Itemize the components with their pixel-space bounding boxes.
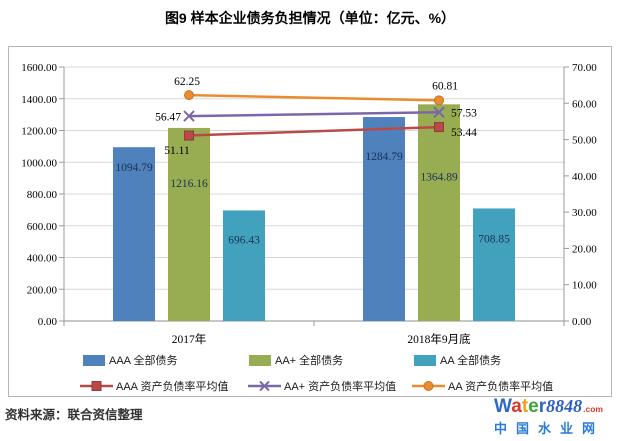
category-label: 2017年 <box>172 332 207 346</box>
left-axis-label: 1400.00 <box>21 94 57 106</box>
line-value-label: 62.25 <box>174 76 200 88</box>
trend-line <box>188 93 440 102</box>
watermark-number: 8848 <box>546 396 583 416</box>
watermark-tld: .com <box>583 404 603 414</box>
source-note: 资料来源：联合资信整理 <box>5 408 143 422</box>
legend-label: AA 资产负债率平均值 <box>448 381 554 393</box>
bar <box>223 210 265 321</box>
line-value-label: 53.44 <box>451 127 477 139</box>
legend-label: AAA 资产负债率平均值 <box>116 381 229 393</box>
bar-value-label: 1364.89 <box>420 171 458 183</box>
bar-value-label: 708.85 <box>478 233 510 245</box>
left-axis-label: 600.00 <box>27 221 58 233</box>
legend-swatch-icon <box>83 354 105 366</box>
square-marker-icon <box>434 122 444 133</box>
legend-label: AA+ 资产负债率平均值 <box>284 381 397 393</box>
legend-item: AAA 资产负债率平均值 <box>80 378 228 394</box>
left-axis-label: 400.00 <box>27 253 58 265</box>
bar-value-label: 1216.16 <box>170 178 208 190</box>
watermark-letter: r <box>538 396 547 417</box>
right-axis-label: 20.00 <box>572 243 597 255</box>
legend-line-marker-icon <box>80 381 113 391</box>
left-axis-label: 1000.00 <box>21 157 57 169</box>
bar <box>418 104 460 321</box>
right-axis-label: 40.00 <box>572 171 597 183</box>
bar <box>113 147 155 321</box>
left-axis-label: 1600.00 <box>21 62 57 74</box>
legend-swatch-icon <box>249 354 271 366</box>
left-axis-label: 800.00 <box>27 189 58 201</box>
legend-item: AA 资产负债率平均值 <box>412 378 553 394</box>
x-marker-icon <box>433 106 445 118</box>
legend-item: AA+ 资产负债率平均值 <box>248 378 396 394</box>
bar-value-label: 696.43 <box>228 234 260 246</box>
category-label: 2018年9月底 <box>407 332 471 346</box>
legend-item: AAA 全部债务 <box>83 352 177 368</box>
trend-line <box>188 125 440 137</box>
watermark-letter: W <box>494 396 512 417</box>
legend-label: AAA 全部债务 <box>109 355 178 367</box>
line-value-label: 51.11 <box>164 145 190 157</box>
watermark: Water 8848 .com 中国水业网 <box>494 396 618 437</box>
left-axis-label: 200.00 <box>27 284 58 296</box>
legend-line-marker-icon <box>248 380 281 392</box>
line-value-label: 60.81 <box>432 80 458 92</box>
right-axis-label: 50.00 <box>572 135 597 147</box>
chart-title: 图9 样本企业债务负担情况（单位：亿元、%） <box>164 10 456 26</box>
right-axis-label: 70.00 <box>572 62 597 74</box>
left-axis-label: 1200.00 <box>21 126 57 138</box>
bar <box>473 208 515 321</box>
square-marker-icon <box>184 130 194 141</box>
right-axis-label: 30.00 <box>572 207 597 219</box>
watermark-brand: Water 8848 .com <box>494 396 618 419</box>
left-axis-label: 0.00 <box>38 316 58 328</box>
legend-line-marker-icon <box>412 381 445 391</box>
bar <box>168 127 210 321</box>
plot-svg: 0.00 200.00 400.00 600.00 800.00 1000.00 1200.… <box>21 62 597 346</box>
watermark-word: Water <box>494 397 546 418</box>
chart-box: 0.00 200.00 400.00 600.00 800.00 1000.00 1200.… <box>8 46 612 397</box>
right-axis-label: 60.00 <box>572 98 597 110</box>
legend-item: AA 全部债务 <box>414 352 501 368</box>
right-axis-label: 0.00 <box>572 316 592 328</box>
legend-item: AA+ 全部债务 <box>249 352 343 368</box>
bar-value-label: 1284.79 <box>365 151 403 163</box>
right-axis-label: 10.00 <box>572 280 597 292</box>
bar-value-label: 1094.79 <box>115 162 153 174</box>
watermark-letter: t <box>521 396 529 417</box>
circle-marker-icon <box>434 95 444 106</box>
line-value-label: 56.47 <box>155 112 181 124</box>
bar <box>363 117 405 322</box>
legend-swatch-icon <box>414 354 436 366</box>
watermark-subtitle: 中国水业网 <box>494 421 605 436</box>
circle-marker-icon <box>184 90 194 101</box>
watermark-letter: a <box>511 396 522 417</box>
trend-line <box>188 110 440 118</box>
x-marker-icon <box>183 110 195 122</box>
legend-label: AA 全部债务 <box>440 355 502 367</box>
legend-label: AA+ 全部债务 <box>275 355 344 367</box>
line-value-label: 57.53 <box>451 108 477 120</box>
watermark-letter: e <box>528 396 539 417</box>
